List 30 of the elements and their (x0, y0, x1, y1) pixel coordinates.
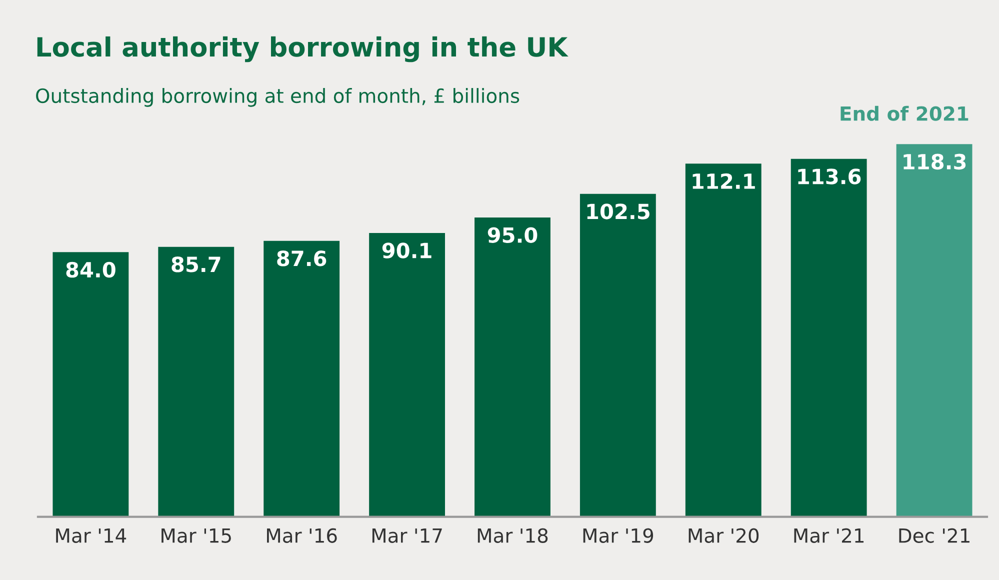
x-tick-label: Mar '15 (162, 528, 231, 543)
annotation: End of 2021 (840, 106, 968, 121)
bar (158, 246, 234, 517)
bar (790, 158, 867, 517)
chart-subtitle: Outstanding borrowing at end of month, £ billions (36, 88, 520, 107)
data-label: 84.0 (66, 262, 116, 278)
data-label: 112.1 (692, 173, 755, 189)
bar (896, 144, 972, 517)
x-tick-label: Dec '21 (899, 528, 970, 543)
x-tick-label: Mar '17 (372, 528, 442, 543)
x-tick-label: Mar '16 (267, 528, 337, 543)
x-tick-label: Mar '19 (583, 528, 654, 543)
x-tick-label: Mar '18 (478, 528, 548, 543)
x-tick-label: Mar '14 (56, 528, 126, 543)
data-label: 118.3 (904, 154, 966, 170)
data-label: 102.5 (587, 204, 650, 220)
bar (685, 164, 762, 517)
bar (52, 252, 129, 517)
bar (264, 240, 340, 517)
chart-title: Local authority borrowing in the UK (37, 36, 568, 62)
bar (474, 218, 550, 517)
data-label: 90.1 (382, 242, 432, 258)
bar (580, 194, 656, 517)
data-label: 95.0 (488, 227, 538, 243)
data-label: 85.7 (172, 256, 220, 272)
x-tick-label: Mar '21 (794, 528, 864, 543)
bar (369, 232, 445, 517)
data-label: 87.6 (277, 250, 326, 266)
data-label: 113.6 (798, 168, 861, 184)
x-tick-label: Mar '20 (688, 528, 759, 543)
